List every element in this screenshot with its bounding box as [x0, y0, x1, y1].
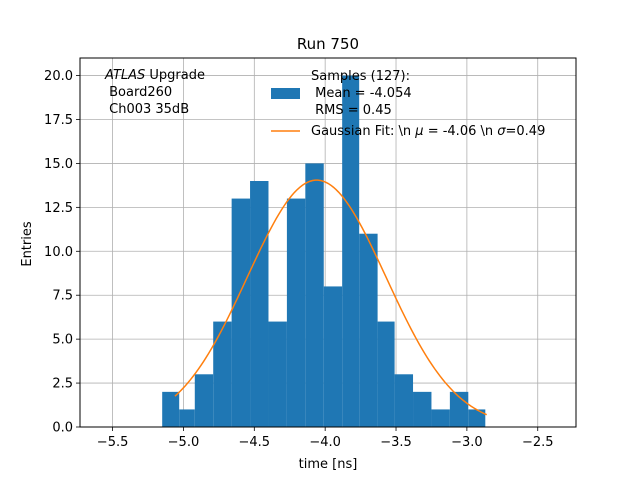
legend-fit-mu: μ	[414, 124, 423, 139]
annotation-line-1: ATLAS Upgrade	[104, 68, 205, 83]
legend-fit-text-c: =0.49	[506, 124, 546, 139]
atlas-annotation: ATLAS Upgrade Board260 Ch003 35dB	[104, 68, 205, 117]
x-axis-ticks: −5.5 −5.0 −4.5 −4.0 −3.5 −3.0 −2.5	[97, 427, 554, 450]
legend-hist-swatch	[271, 88, 300, 99]
legend-hist-label-3: RMS = 0.45	[311, 103, 392, 118]
y-tick-label-6: 15.0	[44, 157, 73, 172]
y-tick-label-4: 10.0	[44, 245, 73, 260]
x-tick-label-2: −4.5	[239, 435, 271, 450]
annotation-atlas: ATLAS	[104, 68, 145, 83]
annotation-line-2: Board260	[105, 85, 172, 100]
plot-frame	[79, 57, 577, 428]
legend-fit-label: Gaussian Fit: \n μ = -4.06 \n σ=0.49	[311, 124, 545, 139]
histogram-bar-0	[162, 391, 180, 427]
histogram-bar-1	[179, 409, 195, 427]
histogram-bar-8	[305, 163, 324, 427]
y-tick-label-7: 17.5	[44, 113, 73, 128]
x-tick-label-4: −3.5	[380, 435, 412, 450]
x-tick-label-5: −3.0	[451, 435, 483, 450]
histogram-bar-3	[213, 321, 232, 427]
histogram-bar-9	[323, 286, 343, 427]
histogram-bar-12	[377, 321, 395, 427]
y-axis-ticks: 0.0 2.5 5.0 7.5 10.0 12.5 15.0 17.5 20.0	[44, 69, 80, 436]
legend-fit-text-a: Gaussian Fit: \n	[311, 124, 415, 139]
legend-hist-label-1: Samples (127):	[311, 69, 410, 84]
y-tick-label-8: 20.0	[44, 69, 73, 84]
histogram-bar-17	[468, 409, 486, 427]
y-axis-label: Entries	[20, 221, 35, 267]
histogram-bar-13	[394, 374, 414, 427]
histogram-bar-2	[194, 374, 214, 427]
y-tick-label-3: 7.5	[52, 289, 73, 304]
histogram-bars	[162, 75, 486, 428]
y-tick-label-5: 12.5	[44, 201, 73, 216]
histogram-bar-6	[268, 321, 287, 427]
histogram-bar-7	[286, 198, 306, 427]
histogram-bar-5	[250, 181, 269, 427]
histogram-bar-10	[342, 75, 360, 428]
annotation-line-3: Ch003 35dB	[105, 102, 189, 117]
histogram-bar-14	[413, 391, 432, 427]
y-tick-label-0: 0.0	[52, 421, 73, 436]
x-tick-label-6: −2.5	[522, 435, 554, 450]
histogram-bar-15	[431, 409, 450, 427]
annotation-upgrade: Upgrade	[145, 68, 205, 83]
legend-fit-text-b: = -4.06 \n	[424, 124, 498, 139]
x-tick-label-1: −5.0	[168, 435, 200, 450]
x-tick-label-3: −4.0	[309, 435, 341, 450]
gaussian-fit	[174, 179, 488, 416]
y-tick-label-2: 5.0	[52, 333, 73, 348]
histogram-bar-4	[231, 198, 251, 427]
histogram-bar-11	[359, 233, 378, 427]
legend: Samples (127): Mean = -4.054 RMS = 0.45 …	[271, 69, 545, 139]
gaussian-fit-line	[174, 179, 488, 416]
y-tick-label-1: 2.5	[52, 377, 73, 392]
x-tick-label-0: −5.5	[97, 435, 129, 450]
x-axis-label: time [ns]	[299, 457, 358, 472]
legend-hist-label-2: Mean = -4.054	[311, 86, 412, 101]
legend-fit-sigma: σ	[497, 124, 506, 139]
chart-title: Run 750	[297, 35, 359, 53]
